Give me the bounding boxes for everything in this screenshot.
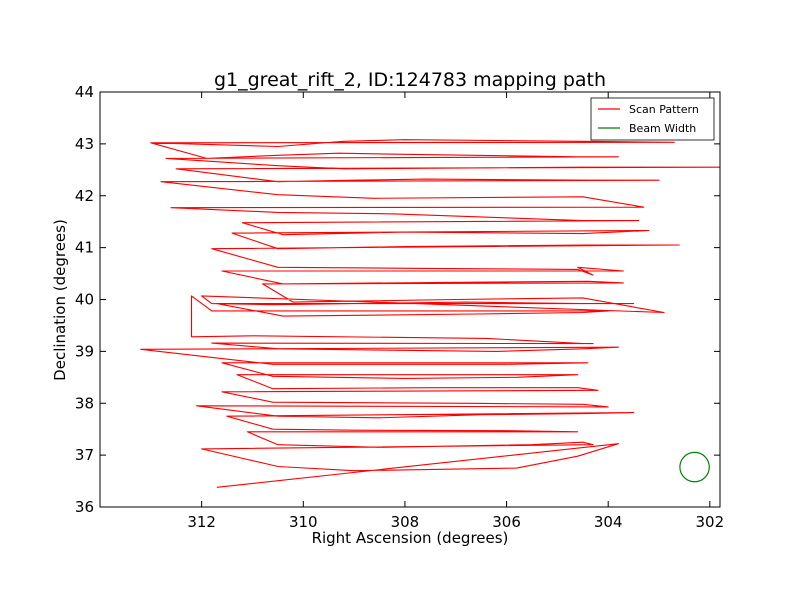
legend-scan-label: Scan Pattern [629,103,699,116]
axis-ticks: 312 310 308 306 304 302 36 37 38 39 40 41 42 43 44 [75,83,724,531]
x-tick-label: 308 [391,513,420,531]
beam-width-circle [679,451,710,483]
y-tick-label: 41 [75,239,94,257]
legend-beam-label: Beam Width [629,122,696,135]
y-tick-label: 42 [75,187,94,205]
x-axis-label: Right Ascension (degrees) [312,529,509,547]
y-tick-label: 44 [75,83,94,101]
x-tick-label: 312 [187,513,216,531]
y-tick-label: 37 [75,446,94,464]
y-axis-label: Declination (degrees) [51,219,69,381]
y-tick-label: 39 [75,342,94,360]
x-tick-label: 304 [594,513,623,531]
y-tick-label: 40 [75,291,94,309]
chart-title: g1_great_rift_2, ID:124783 mapping path [214,69,606,91]
scan-pattern-line [140,139,720,488]
x-tick-label: 310 [289,513,318,531]
legend-box [590,97,715,141]
x-tick-label: 302 [696,513,725,531]
y-tick-label: 38 [75,394,94,412]
axes-frame [99,91,721,508]
plot-area [140,139,720,488]
y-tick-label: 43 [75,135,94,153]
x-tick-label: 306 [492,513,521,531]
legend: Scan Pattern Beam Width [590,97,715,141]
y-tick-label: 36 [75,498,94,516]
